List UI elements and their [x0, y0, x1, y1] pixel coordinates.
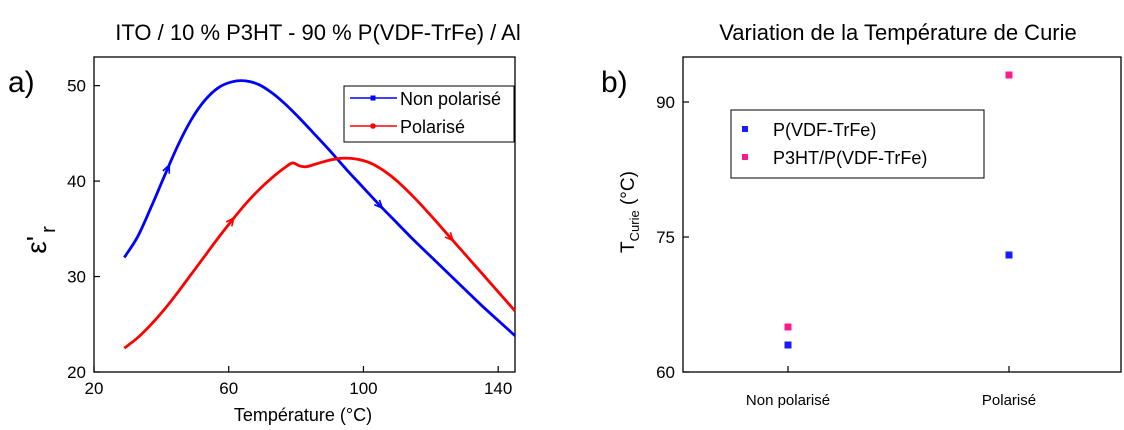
panel-a-legend: Non polarisé Polarisé — [343, 85, 515, 143]
series-line-non-polarise — [123, 79, 516, 337]
panel-a-y-tick-label: 20 — [67, 363, 86, 382]
legend-label-non-polarise: Non polarisé — [400, 89, 501, 109]
panel-a-x-tick-label: 140 — [484, 379, 512, 398]
panel-a-series-group — [123, 79, 517, 350]
panel-b-points-group — [784, 71, 1013, 349]
panel-a-y-ticks: 20 30 40 50 — [67, 77, 100, 382]
legend-marker-polarise — [370, 123, 376, 129]
panel-a-y-tick-label: 40 — [67, 172, 86, 191]
panel-a-y-tick-label: 50 — [67, 77, 86, 96]
panel-b-legend: P(VDF-TrFe) P3HT/P(VDF-TrFe) — [730, 109, 985, 179]
legend-marker-non-polarise — [370, 95, 376, 101]
panel-b-category-label: Polarisé — [982, 392, 1036, 409]
panel-b-categories: Non polarisé Polarisé — [746, 366, 1036, 409]
panel-a-y-axis-title: ε' r — [21, 226, 60, 254]
panel-a-x-tick-label: 100 — [349, 379, 377, 398]
panel-b-legend-box — [730, 109, 985, 179]
legend-label-polarise: Polarisé — [400, 117, 465, 137]
series-line-polarise — [123, 156, 517, 350]
panel-b-y-axis-title: TCurie (°C) — [618, 171, 642, 253]
panel-b-y-axis-sub: Curie — [627, 210, 642, 241]
panel-b-y-tick-label: 90 — [656, 93, 675, 112]
panel-a-legend-box — [343, 85, 515, 143]
series-arrow-non-polarise — [373, 199, 384, 210]
svg-text:ε'r: ε' r — [21, 226, 60, 254]
legend-marker-pvdf — [742, 126, 748, 132]
panel-b-y-ticks: 60 75 90 — [656, 93, 689, 382]
panel-a: a) ITO / 10 % P3HT - 90 % P(VDF-TrFe) / … — [8, 20, 521, 425]
panel-a-x-tick-label: 60 — [219, 379, 238, 398]
legend-label-p3ht-pvdf: P3HT/P(VDF-TrFe) — [773, 148, 927, 168]
panel-b: b) Variation de la Température de Curie … — [601, 20, 1122, 409]
panel-b-y-tick-label: 75 — [656, 228, 675, 247]
panel-b-y-tick-label: 60 — [656, 363, 675, 382]
series-arrow-polarise — [444, 232, 455, 243]
panel-a-y-axis-sub: r — [38, 226, 60, 233]
panel-a-title: ITO / 10 % P3HT - 90 % P(VDF-TrFe) / Al — [115, 20, 520, 45]
series-arrow-non-polarise — [162, 163, 171, 174]
panel-b-category-label: Non polarisé — [746, 392, 830, 409]
svg-text:TCurie (°C): TCurie (°C) — [618, 171, 642, 253]
point-pvdf — [784, 341, 792, 349]
point-p3ht-pvdf — [784, 323, 792, 331]
panel-b-y-axis-main: T — [618, 241, 639, 253]
panel-a-plot-frame — [93, 56, 516, 373]
panel-a-x-ticks: 20 60 100 140 — [85, 366, 512, 398]
series-arrow-polarise — [225, 216, 236, 227]
panel-b-plot-frame — [682, 56, 1122, 373]
point-pvdf — [1005, 251, 1013, 259]
legend-label-pvdf: P(VDF-TrFe) — [773, 120, 876, 140]
legend-marker-p3ht-pvdf — [742, 154, 748, 160]
panel-a-letter: a) — [8, 66, 35, 99]
panel-a-x-axis-title: Température (°C) — [234, 405, 372, 425]
panel-b-y-axis-unit: (°C) — [618, 171, 639, 210]
panel-a-x-tick-label: 20 — [85, 379, 104, 398]
panel-b-letter: b) — [601, 66, 628, 99]
panel-a-y-axis-main: ε' — [21, 236, 52, 254]
panel-b-title: Variation de la Température de Curie — [719, 20, 1077, 45]
panel-a-y-tick-label: 30 — [67, 268, 86, 287]
point-p3ht-pvdf — [1005, 71, 1013, 79]
